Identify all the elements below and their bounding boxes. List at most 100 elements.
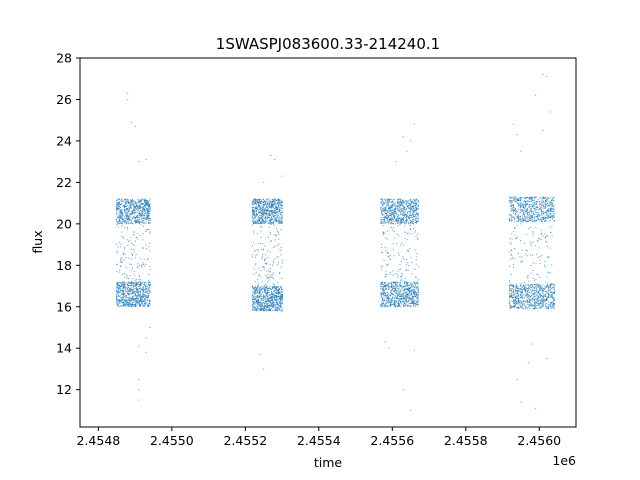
data-point: [413, 295, 415, 297]
data-point: [142, 281, 144, 283]
data-point: [525, 234, 527, 236]
data-point: [393, 216, 395, 218]
data-point: [136, 282, 138, 284]
data-point: [403, 281, 405, 283]
data-point: [395, 282, 397, 284]
data-point: [253, 215, 255, 217]
data-point: [380, 221, 382, 223]
data-point: [510, 202, 512, 204]
data-point: [278, 221, 280, 223]
data-point: [127, 296, 129, 298]
data-point: [398, 204, 400, 206]
data-point: [146, 287, 148, 289]
data-point: [143, 200, 145, 202]
data-point: [135, 208, 137, 210]
data-point: [265, 202, 267, 204]
data-point: [124, 199, 126, 201]
data-point: [401, 297, 403, 299]
data-point: [122, 219, 124, 221]
data-point: [395, 292, 397, 294]
data-point: [261, 257, 263, 259]
data-point: [513, 286, 515, 288]
data-point: [122, 291, 124, 293]
data-point: [128, 302, 130, 304]
data-point: [129, 302, 131, 304]
data-point: [516, 237, 518, 239]
data-point: [412, 220, 414, 222]
data-point: [515, 297, 517, 299]
data-point: [408, 222, 410, 224]
data-point: [138, 295, 140, 297]
data-point: [127, 293, 129, 295]
data-point: [258, 204, 260, 206]
data-point: [121, 223, 123, 225]
data-point: [416, 294, 418, 296]
data-point: [404, 214, 406, 216]
data-point: [394, 220, 396, 222]
data-point: [141, 214, 143, 216]
data-point: [141, 295, 143, 297]
data-point: [383, 290, 385, 292]
data-point: [265, 308, 267, 310]
data-point: [132, 291, 134, 293]
data-point: [523, 200, 525, 201]
data-point: [253, 307, 255, 309]
data-point: [135, 297, 137, 299]
data-point: [277, 215, 279, 217]
data-point: [263, 200, 265, 202]
data-point: [394, 237, 396, 239]
data-point: [262, 202, 264, 204]
data-point: [392, 214, 394, 216]
data-point: [381, 292, 383, 294]
data-point: [527, 214, 529, 216]
data-point: [273, 309, 275, 311]
data-point: [401, 202, 403, 204]
data-point: [267, 203, 269, 205]
data-point: [273, 261, 275, 263]
data-point: [525, 198, 527, 200]
data-point: [275, 307, 277, 309]
data-point: [121, 297, 123, 299]
data-point: [139, 199, 141, 201]
data-point: [149, 208, 151, 210]
data-point: [395, 289, 397, 291]
data-point: [280, 217, 282, 219]
data-point: [406, 297, 408, 299]
data-point: [262, 306, 264, 308]
data-point: [125, 300, 127, 302]
data-point: [520, 300, 522, 302]
data-point: [129, 302, 131, 304]
data-point: [143, 282, 145, 284]
data-point: [131, 293, 133, 295]
data-point: [260, 203, 262, 204]
data-point: [129, 275, 131, 277]
data-point: [280, 305, 282, 307]
data-point: [514, 226, 516, 228]
data-point: [129, 290, 131, 292]
data-point: [414, 293, 416, 295]
data-point: [144, 305, 146, 307]
data-point: [527, 212, 529, 214]
data-point: [275, 309, 277, 311]
data-point: [142, 304, 144, 306]
data-point: [509, 196, 511, 198]
data-point: [524, 217, 526, 219]
data-point: [525, 289, 526, 291]
data-point: [267, 288, 269, 290]
data-point: [127, 282, 129, 284]
data-point: [518, 290, 520, 292]
data-point: [511, 258, 513, 260]
data-point: [393, 209, 395, 211]
data-point: [271, 203, 273, 205]
data-point: [381, 202, 383, 204]
data-point: [274, 246, 276, 248]
data-point: [411, 222, 413, 224]
data-point: [512, 217, 514, 218]
data-point: [259, 290, 261, 292]
data-point: [395, 219, 397, 221]
data-point: [384, 217, 386, 219]
data-point: [411, 214, 413, 216]
data-point: [267, 289, 269, 291]
data-point: [514, 291, 516, 293]
data-point: [255, 207, 257, 209]
